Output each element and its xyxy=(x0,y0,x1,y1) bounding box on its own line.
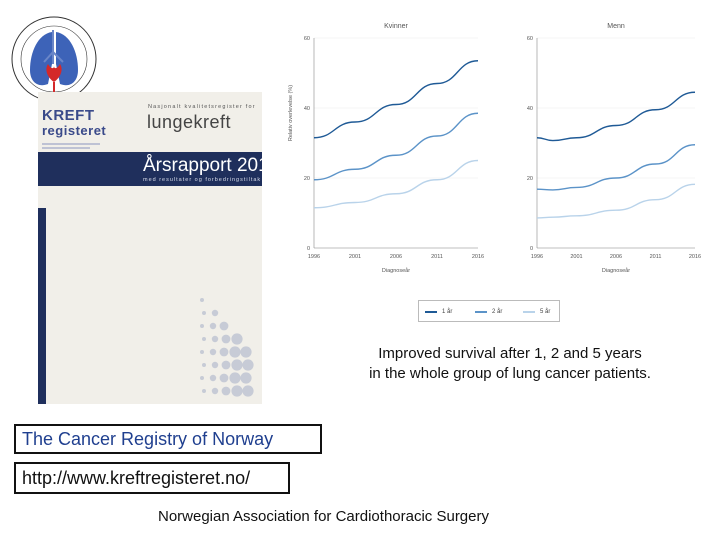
cover-dot xyxy=(219,321,229,331)
legend-label-1-year: 1 år xyxy=(442,309,453,315)
cover-dot xyxy=(211,335,219,343)
cover-dot xyxy=(221,386,231,396)
logo-kreft-text: KREFT xyxy=(42,107,95,124)
series-line-5-year xyxy=(536,183,696,219)
registry-url-link[interactable]: http://www.kreftregisteret.no/ xyxy=(14,462,290,494)
cover-dot xyxy=(240,372,252,384)
x-tick-label: 2011 xyxy=(431,254,443,260)
cover-report-subtitle: med resultater og forbedringstiltak xyxy=(143,177,262,183)
legend-swatch-5-year xyxy=(523,311,535,313)
y-tick-label: 0 xyxy=(530,246,533,252)
x-tick-label: 2001 xyxy=(349,254,361,260)
series-line-2-year xyxy=(536,144,696,191)
cover-spine-bar xyxy=(38,208,46,404)
cover-dot xyxy=(200,376,204,380)
chart-legend: 1 år 2 år 5 år xyxy=(418,300,560,322)
y-tick-label: 20 xyxy=(304,176,310,182)
cover-dot xyxy=(231,385,243,397)
caption-line-2: in the whole group of lung cancer patien… xyxy=(369,365,651,382)
kreftregisteret-logo: KREFT registeret xyxy=(40,105,107,155)
cover-dot xyxy=(202,337,206,341)
cover-dot xyxy=(242,385,254,397)
x-tick-label: 1996 xyxy=(531,254,543,260)
cover-dot xyxy=(219,347,229,357)
cover-registry-line: Nasjonalt kvalitetsregister for xyxy=(148,104,256,110)
cover-dot xyxy=(200,350,204,354)
legend-item-1-year: 1 år xyxy=(425,308,452,316)
y-tick-label: 60 xyxy=(304,36,310,42)
association-name: Norwegian Association for Cardiothoracic… xyxy=(158,508,489,525)
legend-label-5-year: 5 år xyxy=(540,309,551,315)
x-tick-label: 2001 xyxy=(570,254,582,260)
cover-dot xyxy=(242,359,254,371)
legend-item-5-year: 5 år xyxy=(523,308,550,316)
chart-kvinner: Kvinner 0 20 40 60 1996 2001 2006 2011 2016 Diagno… xyxy=(288,23,484,274)
x-tick-label: 1996 xyxy=(308,254,320,260)
cover-dot xyxy=(209,322,217,330)
legend-swatch-2-year xyxy=(475,311,487,313)
x-axis-label: Diagnoseår xyxy=(382,267,410,274)
cover-title-band xyxy=(38,152,262,186)
cover-dot-pattern xyxy=(200,298,254,397)
association-logo xyxy=(11,16,97,102)
cover-dot xyxy=(211,309,219,317)
logo-registeret-text: registeret xyxy=(42,123,107,138)
legend-label-2-year: 2 år xyxy=(492,309,503,315)
chart-menn: Menn 0 20 40 60 1996 2001 2006 2011 2016 Diagnoseå… xyxy=(527,23,701,274)
cover-dot xyxy=(221,360,231,370)
survival-caption: Improved survival after 1, 2 and 5 years… xyxy=(330,344,690,384)
y-tick-label: 40 xyxy=(304,106,310,112)
cover-dot xyxy=(231,359,243,371)
cover-dot xyxy=(240,346,252,358)
series-line-1-year xyxy=(313,60,479,139)
cover-dot xyxy=(200,298,204,302)
x-tick-label: 2016 xyxy=(472,254,484,260)
cover-dot xyxy=(221,334,231,344)
caption-line-1: Improved survival after 1, 2 and 5 years xyxy=(378,345,642,362)
x-tick-label: 2016 xyxy=(689,254,701,260)
x-tick-label: 2006 xyxy=(610,254,622,260)
series-line-2-year xyxy=(313,112,479,181)
y-tick-label: 20 xyxy=(527,176,533,182)
chart-title: Kvinner xyxy=(384,23,408,30)
cover-dot xyxy=(229,372,241,384)
cover-dot xyxy=(219,373,229,383)
y-tick-label: 40 xyxy=(527,106,533,112)
cover-report-title: Årsrapport 2016 xyxy=(143,155,280,176)
y-axis-label: Relativ overlevelse (%) xyxy=(288,85,294,141)
cover-disease-title: lungekreft xyxy=(147,112,232,132)
legend-swatch-1-year xyxy=(425,311,437,313)
legend-item-2-year: 2 år xyxy=(475,308,502,316)
x-axis-label: Diagnoseår xyxy=(602,267,630,274)
cover-dot xyxy=(200,324,204,328)
cover-dot xyxy=(211,361,219,369)
cover-dot xyxy=(202,311,206,315)
series-line-1-year xyxy=(536,91,696,142)
y-tick-label: 60 xyxy=(527,36,533,42)
cover-dot xyxy=(229,346,241,358)
cover-dot xyxy=(231,333,243,345)
registry-name-box: The Cancer Registry of Norway xyxy=(14,424,322,454)
cover-dot xyxy=(209,374,217,382)
series-line-5-year xyxy=(313,159,479,209)
cover-dot xyxy=(211,387,219,395)
cover-dot xyxy=(202,389,206,393)
chart-title: Menn xyxy=(607,23,625,30)
x-tick-label: 2006 xyxy=(390,254,402,260)
x-tick-label: 2011 xyxy=(650,254,662,260)
cover-dot xyxy=(202,363,206,367)
cover-dot xyxy=(209,348,217,356)
y-tick-label: 0 xyxy=(307,246,310,252)
